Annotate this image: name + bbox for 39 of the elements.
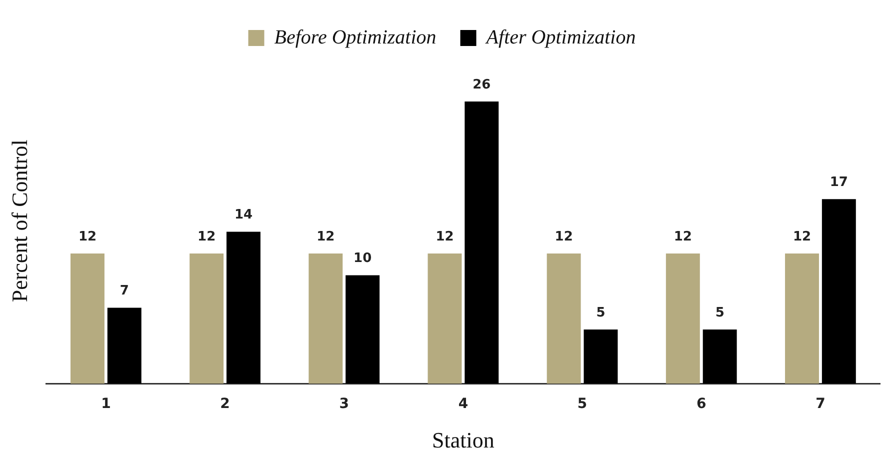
x-tick-label: 2: [220, 396, 230, 412]
bar: [308, 253, 343, 384]
x-axis-title: Station: [432, 428, 494, 453]
x-tick-label: 7: [816, 396, 826, 412]
data-label: 17: [830, 175, 848, 190]
bar: [346, 275, 380, 384]
bar: [546, 253, 581, 384]
bar: [702, 330, 737, 384]
x-tick-label: 4: [458, 396, 468, 412]
data-label: 12: [198, 229, 216, 244]
data-label: 12: [554, 229, 573, 244]
data-label: 5: [715, 305, 724, 320]
data-label: 5: [596, 305, 606, 320]
bar: [584, 330, 618, 384]
bar: [190, 253, 224, 384]
data-label: 14: [234, 208, 253, 223]
data-label: 12: [316, 229, 335, 244]
bar: [428, 253, 462, 384]
bar: [70, 253, 104, 384]
legend-label: After Optimization: [484, 26, 636, 48]
data-label: 26: [472, 77, 491, 92]
data-label: 12: [436, 229, 454, 244]
x-tick-label: 6: [696, 396, 706, 412]
x-tick-label: 5: [577, 396, 588, 412]
y-axis-title: Percent of Control: [6, 140, 32, 302]
x-tick-label: 3: [339, 396, 349, 412]
bar: [666, 253, 700, 384]
bar: [785, 253, 819, 384]
data-label: 10: [354, 251, 372, 266]
x-tick-label: 1: [101, 396, 111, 412]
data-label: 7: [120, 284, 129, 299]
data-label: 12: [792, 229, 812, 244]
bar: [464, 101, 499, 384]
legend-label: Before Optimization: [274, 26, 436, 48]
bar: [107, 308, 142, 384]
data-label: 12: [78, 229, 97, 244]
bar: [822, 199, 856, 384]
data-label: 12: [674, 229, 692, 244]
bar: [226, 232, 260, 384]
